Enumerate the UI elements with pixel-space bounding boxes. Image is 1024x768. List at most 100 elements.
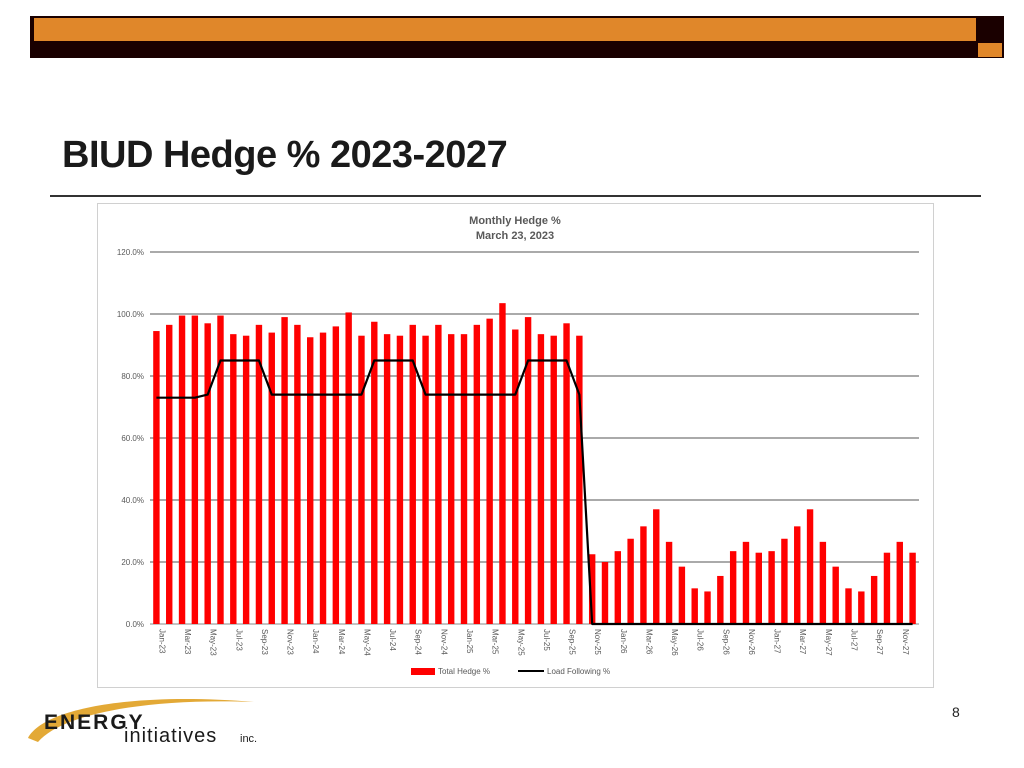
chart-frame: Monthly Hedge % March 23, 2023 0.0% 20.0%… bbox=[97, 203, 934, 688]
bar bbox=[588, 554, 596, 624]
energy-initiatives-logo: ENERGY initiatives inc. bbox=[28, 699, 257, 747]
x-tick-label: Jan-25 bbox=[465, 629, 474, 654]
chart-title: Monthly Hedge % bbox=[469, 215, 561, 227]
bar bbox=[640, 526, 647, 624]
x-tick-label: Jan-23 bbox=[157, 629, 166, 654]
bar bbox=[332, 326, 340, 624]
bar bbox=[537, 334, 545, 624]
x-tick-label: Sep-23 bbox=[260, 629, 269, 655]
bar bbox=[255, 324, 263, 624]
logo-word-energy: ENERGY bbox=[44, 711, 145, 734]
page-number: 8 bbox=[952, 704, 960, 720]
logo-suffix: inc. bbox=[240, 733, 257, 745]
x-tick-label: May-24 bbox=[362, 629, 371, 656]
x-tick-label: Jul-25 bbox=[542, 629, 551, 651]
bar bbox=[217, 315, 224, 624]
y-axis-ticks: 0.0% 20.0% 40.0% 60.0% 80.0% 100.0% 120.0% bbox=[117, 248, 144, 629]
x-tick-label: Mar-26 bbox=[644, 629, 653, 655]
header-orange-stripe bbox=[34, 18, 976, 41]
y-tick-label: 20.0% bbox=[121, 558, 144, 567]
bar bbox=[281, 317, 288, 624]
bar bbox=[307, 337, 314, 624]
y-tick-label: 0.0% bbox=[126, 620, 144, 629]
bar bbox=[883, 552, 891, 624]
bar bbox=[409, 324, 416, 624]
x-tick-label: May-25 bbox=[516, 629, 525, 656]
bar bbox=[447, 334, 455, 624]
bar bbox=[383, 334, 391, 624]
x-tick-label: Nov-26 bbox=[747, 629, 756, 655]
x-tick-label: May-23 bbox=[209, 629, 218, 656]
load-following-line bbox=[156, 359, 913, 626]
x-tick-label: Sep-25 bbox=[568, 629, 577, 655]
bar bbox=[909, 552, 916, 624]
bars-total-hedge bbox=[153, 303, 916, 624]
x-tick-label: Sep-27 bbox=[875, 629, 884, 655]
bar bbox=[512, 329, 519, 624]
bar bbox=[563, 323, 570, 624]
bar bbox=[870, 575, 878, 624]
bar bbox=[653, 509, 660, 624]
bar bbox=[268, 332, 275, 624]
x-tick-label: Sep-26 bbox=[721, 629, 730, 655]
bar bbox=[460, 334, 468, 624]
bar bbox=[768, 551, 775, 624]
y-tick-label: 120.0% bbox=[117, 248, 144, 257]
x-tick-label: Nov-27 bbox=[901, 629, 910, 655]
bar bbox=[832, 566, 839, 624]
bar bbox=[294, 324, 301, 624]
bar bbox=[153, 331, 160, 624]
x-tick-label: Nov-24 bbox=[439, 629, 448, 655]
y-tick-label: 40.0% bbox=[121, 496, 144, 505]
bar bbox=[371, 321, 378, 624]
bar bbox=[896, 541, 903, 624]
corner-square-orange bbox=[978, 43, 1002, 57]
legend-label-load-following: Load Following % bbox=[547, 667, 610, 676]
chart-subtitle: March 23, 2023 bbox=[476, 230, 554, 242]
bar bbox=[742, 541, 750, 624]
hedge-chart: Monthly Hedge % March 23, 2023 0.0% 20.0%… bbox=[117, 215, 919, 676]
bar bbox=[665, 541, 673, 624]
slide-title: BIUD Hedge % 2023-2027 bbox=[62, 134, 508, 176]
bar bbox=[204, 323, 211, 624]
bar bbox=[178, 315, 186, 624]
x-tick-label: Jan-26 bbox=[619, 629, 628, 654]
bar bbox=[524, 317, 532, 624]
bar bbox=[729, 551, 737, 624]
bar bbox=[614, 551, 622, 624]
bar bbox=[691, 588, 698, 624]
bar bbox=[230, 334, 237, 624]
bar bbox=[486, 318, 493, 624]
bar bbox=[601, 562, 609, 624]
x-tick-label: Mar-23 bbox=[183, 629, 192, 655]
gridlines bbox=[150, 251, 919, 625]
bar bbox=[396, 335, 404, 624]
x-tick-label: Jan-24 bbox=[311, 629, 320, 654]
bar bbox=[717, 575, 724, 624]
bar bbox=[499, 303, 506, 624]
legend-swatch-total-hedge bbox=[411, 668, 435, 675]
bar bbox=[242, 335, 250, 624]
bar bbox=[166, 324, 173, 624]
title-divider bbox=[50, 195, 981, 197]
bar bbox=[473, 324, 481, 624]
x-tick-label: Nov-25 bbox=[593, 629, 602, 655]
x-tick-label: Mar-25 bbox=[491, 629, 500, 655]
bar bbox=[358, 335, 365, 624]
x-tick-label: Jul-27 bbox=[850, 629, 859, 651]
bar bbox=[819, 541, 827, 624]
bar bbox=[435, 324, 442, 624]
x-tick-label: May-27 bbox=[824, 629, 833, 656]
corner-square-dark bbox=[978, 18, 1002, 41]
bar bbox=[794, 526, 801, 624]
bar bbox=[755, 552, 762, 624]
legend-label-total-hedge: Total Hedge % bbox=[438, 667, 490, 676]
y-tick-label: 80.0% bbox=[121, 372, 144, 381]
x-tick-label: May-26 bbox=[670, 629, 679, 656]
bar bbox=[781, 538, 788, 624]
legend: Total Hedge % Load Following % bbox=[411, 667, 610, 676]
bar bbox=[806, 509, 814, 624]
bar bbox=[319, 332, 327, 624]
bar bbox=[576, 335, 583, 624]
bar bbox=[845, 588, 852, 624]
